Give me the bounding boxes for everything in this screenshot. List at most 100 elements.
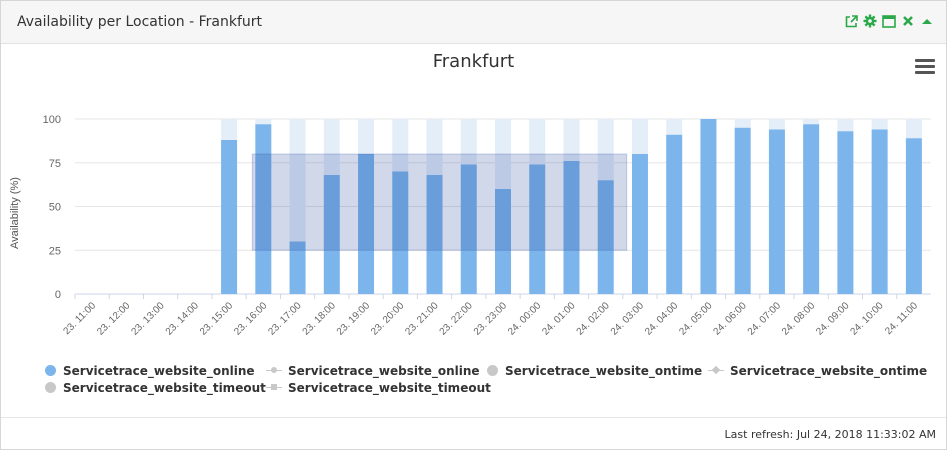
legend-label: Servicetrace_website_timeout (288, 381, 491, 395)
legend-item[interactable]: Servicetrace_website_ontime (487, 364, 702, 378)
gear-icon[interactable] (863, 13, 877, 29)
bar-timeout (631, 119, 648, 154)
x-tick-label: 24. 08:00 (780, 300, 818, 338)
x-tick-label: 23. 13:00 (129, 300, 167, 338)
close-icon[interactable] (901, 13, 915, 29)
bar-online (700, 119, 717, 294)
widget-title: Availability per Location - Frankfurt (17, 14, 263, 30)
y-tick-label: 50 (49, 202, 61, 214)
x-tick-label: 23. 23:00 (472, 300, 510, 338)
bar-timeout (871, 119, 888, 130)
legend-label: Servicetrace_website_ontime (505, 364, 703, 378)
legend-item[interactable]: Servicetrace_website_online (266, 364, 480, 378)
bar-timeout (460, 119, 477, 165)
bar-timeout (529, 119, 546, 165)
selection-overlay (251, 153, 628, 251)
chart-title: Frankfurt (432, 51, 515, 72)
x-tick-label: 23. 15:00 (198, 300, 236, 338)
legend-item[interactable]: Servicetrace_website_timeout (266, 381, 491, 395)
legend-dot-icon (45, 382, 56, 393)
last-refresh-text: Last refresh: Jul 24, 2018 11:33:02 AM (724, 428, 936, 441)
chart-container: Frankfurt Availability (%) 0 25 50 75 100 23.… (1, 44, 946, 416)
x-tick-label: 24. 03:00 (609, 300, 647, 338)
widget-footer: Last refresh: Jul 24, 2018 11:33:02 AM (1, 417, 946, 450)
legend-label: Servicetrace_website_timeout (63, 381, 266, 395)
widget-toolbar (844, 13, 934, 29)
bar-online (905, 138, 922, 294)
bar-timeout (221, 119, 238, 140)
y-tick-label: 25 (49, 245, 61, 257)
bar-online (358, 154, 375, 294)
bar-online (666, 134, 683, 294)
bar-online (768, 129, 785, 294)
legend-label: Servicetrace_website_online (63, 364, 255, 378)
x-tick-label: 24. 02:00 (575, 300, 613, 338)
x-tick-label: 23. 22:00 (438, 300, 476, 338)
legend-item[interactable]: Servicetrace_website_ontime (708, 364, 927, 378)
bar-online (221, 140, 238, 294)
x-tick-label: 24. 11:00 (883, 300, 920, 337)
bar-online (837, 131, 854, 294)
bar-online (460, 164, 477, 294)
x-tick-label: 24. 04:00 (643, 300, 681, 338)
chart-menu-icon[interactable] (915, 59, 935, 75)
legend-dot-icon (487, 365, 498, 376)
x-tick-label: 23. 14:00 (164, 300, 202, 338)
x-tick-label: 24. 07:00 (746, 300, 784, 338)
y-tick-label: 75 (49, 158, 61, 170)
legend-dot-icon (45, 365, 56, 376)
maximize-icon[interactable] (882, 13, 896, 29)
legend-item[interactable]: Servicetrace_website_online (45, 364, 255, 378)
bar-timeout (734, 119, 751, 128)
x-tick-label: 24. 05:00 (677, 300, 715, 338)
bar-online (597, 180, 614, 294)
bar-online (392, 171, 409, 294)
x-tick-label: 24. 01:00 (540, 300, 578, 338)
x-tick-label: 24. 10:00 (848, 300, 886, 338)
bar-timeout (597, 119, 614, 181)
y-tick-label: 0 (55, 289, 61, 301)
external-link-icon[interactable] (844, 13, 858, 29)
bar-online (803, 124, 820, 294)
bar-timeout (905, 119, 922, 139)
legend-label: Servicetrace_website_online (288, 364, 480, 378)
legend-label: Servicetrace_website_ontime (730, 364, 928, 378)
legend-line-icon (266, 365, 282, 376)
bar-timeout (255, 119, 272, 125)
bar-online (529, 164, 546, 294)
legend-line-icon (708, 365, 724, 376)
x-tick-label: 23. 12:00 (95, 300, 133, 338)
bar-timeout (392, 119, 409, 172)
bar-online (255, 124, 272, 294)
bar-timeout (495, 119, 511, 189)
widget-header: Availability per Location - Frankfurt (1, 1, 946, 44)
bar-online (871, 129, 888, 294)
x-tick-label: 24. 09:00 (814, 300, 852, 338)
bar-timeout (426, 119, 443, 175)
x-tick-label: 23. 11:00 (61, 300, 98, 337)
legend-line-icon (266, 382, 282, 393)
bar-online (323, 175, 340, 294)
x-tick-label: 23. 19:00 (335, 300, 373, 338)
bar-timeout (837, 119, 854, 132)
y-tick-label: 100 (43, 114, 61, 126)
bar-timeout (768, 119, 785, 130)
bar-online (289, 241, 306, 294)
bar-timeout (323, 119, 340, 175)
bar-online (734, 127, 751, 294)
x-tick-label: 24. 00:00 (506, 300, 544, 338)
bar-timeout (358, 119, 375, 154)
collapse-icon[interactable] (920, 13, 934, 29)
x-tick-label: 23. 20:00 (369, 300, 407, 338)
bar-timeout (666, 119, 683, 135)
x-tick-label: 23. 17:00 (266, 300, 304, 338)
x-tick-label: 23. 21:00 (403, 300, 441, 338)
bar-online (563, 161, 580, 294)
legend-item[interactable]: Servicetrace_website_timeout (45, 381, 266, 395)
bar-timeout (563, 119, 580, 161)
bar-online (426, 175, 443, 294)
bar-timeout (289, 119, 306, 242)
x-tick-label: 24. 06:00 (712, 300, 750, 338)
